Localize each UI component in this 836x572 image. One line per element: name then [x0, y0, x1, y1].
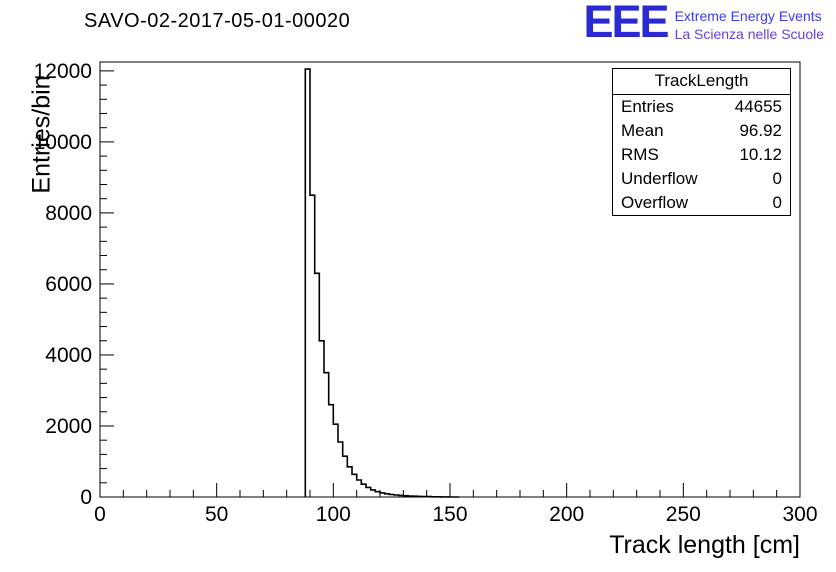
stats-label: RMS: [621, 145, 659, 164]
y-tick-label: 0: [80, 486, 92, 509]
y-tick-label: 2000: [45, 415, 92, 438]
stats-box: TrackLength Entries 44655 Mean 96.92 RMS…: [612, 68, 791, 216]
stats-value: 0: [772, 193, 782, 212]
stats-box-title: TrackLength: [613, 69, 790, 95]
stats-label: Mean: [621, 121, 664, 140]
stats-row-mean: Mean 96.92: [613, 119, 790, 143]
eee-logo-line2: La Scienza nelle Scuole: [674, 25, 824, 42]
stats-label: Entries: [621, 97, 674, 116]
stats-value: 0: [772, 169, 782, 188]
stats-row-overflow: Overflow 0: [613, 191, 790, 215]
stats-value: 96.92: [739, 121, 782, 140]
x-tick-label: 250: [666, 503, 701, 526]
eee-logo-line1: Extreme Energy Events: [674, 8, 822, 24]
stats-label: Overflow: [621, 193, 689, 212]
stats-row-entries: Entries 44655: [613, 95, 790, 119]
plot-title: SAVO-02-2017-05-01-00020: [84, 10, 351, 32]
eee-logo-acronym: EEE: [583, 0, 670, 47]
x-axis-title: Track length [cm]: [609, 531, 800, 559]
x-tick-label: 100: [316, 503, 351, 526]
stats-value: 10.12: [739, 145, 782, 164]
x-tick-label: 200: [549, 503, 584, 526]
x-tick-label: 300: [782, 503, 817, 526]
y-tick-label: 6000: [45, 273, 92, 296]
y-tick-label: 12000: [34, 60, 92, 83]
x-tick-label: 0: [94, 503, 106, 526]
y-axis-title: Entries/bin: [27, 75, 56, 194]
y-tick-label: 4000: [45, 344, 92, 367]
y-tick-label: 8000: [45, 202, 92, 225]
stats-value: 44655: [734, 97, 782, 116]
stats-row-underflow: Underflow 0: [613, 167, 790, 191]
histogram-line: [304, 68, 460, 498]
x-tick-label: 150: [432, 503, 467, 526]
y-tick-label: 10000: [34, 131, 92, 154]
eee-logo: EEE Extreme Energy Events La Scienza nel…: [583, 0, 824, 47]
eee-logo-text: Extreme Energy Events La Scienza nelle S…: [675, 4, 824, 43]
stats-label: Underflow: [621, 169, 698, 188]
stats-row-rms: RMS 10.12: [613, 143, 790, 167]
x-tick-label: 50: [205, 503, 228, 526]
